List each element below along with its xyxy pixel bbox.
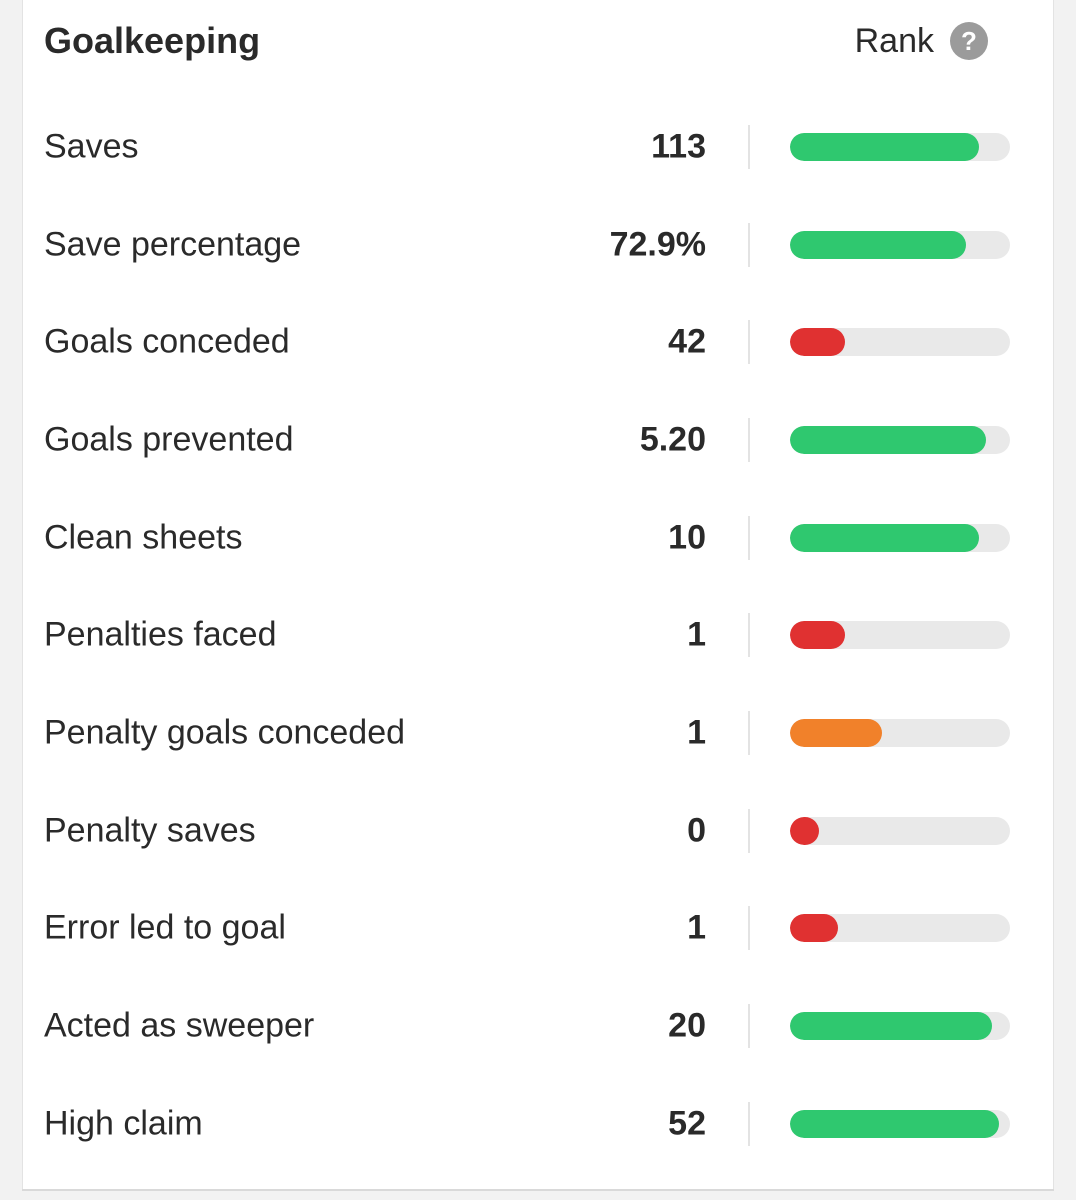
rank-bar-fill — [790, 1109, 999, 1138]
stat-value: 0 — [687, 811, 706, 850]
rank-bar-fill — [790, 914, 839, 943]
stat-row: Goals conceded 42 — [44, 293, 1010, 391]
column-divider — [748, 124, 750, 169]
stat-label: Saves — [44, 127, 139, 166]
stat-value: 42 — [668, 322, 706, 361]
rank-bar-track — [790, 132, 1010, 161]
stat-row: Save percentage 72.9% — [44, 196, 1010, 294]
stat-row: Penalty goals conceded 1 — [44, 684, 1010, 782]
stat-value: 113 — [651, 127, 706, 166]
stat-row: Clean sheets 10 — [44, 489, 1010, 587]
rank-bar-fill — [790, 1012, 993, 1041]
card-bottom-divider — [22, 1189, 1054, 1191]
section-title: Goalkeeping — [44, 20, 261, 61]
stat-label: Clean sheets — [44, 518, 243, 557]
stat-value: 5.20 — [639, 420, 706, 459]
rank-bar-fill — [790, 621, 845, 650]
goalkeeping-card — [22, 0, 1054, 1190]
column-divider — [748, 320, 750, 365]
stats-list: Saves 113 Save percentage 72.9% Goals conced… — [44, 98, 1010, 1173]
rank-bar-fill — [790, 230, 966, 259]
rank-bar-track — [790, 523, 1010, 552]
stat-label: Save percentage — [44, 225, 302, 264]
rank-bar-track — [790, 1012, 1010, 1041]
stat-value: 72.9% — [609, 225, 706, 264]
stat-row: Penalties faced 1 — [44, 586, 1010, 684]
stat-value: 1 — [687, 713, 706, 752]
column-divider — [748, 417, 750, 462]
rank-bar-fill — [790, 816, 819, 845]
rank-bar-fill — [790, 132, 980, 161]
rank-bar-track — [790, 816, 1010, 845]
stat-row: High claim 52 — [44, 1075, 1010, 1173]
column-divider — [748, 1004, 750, 1049]
section-header: Goalkeeping Rank ? — [44, 14, 988, 68]
rank-bar-track — [790, 230, 1010, 259]
column-divider — [748, 515, 750, 560]
rank-bar-track — [790, 1109, 1010, 1138]
stat-label: Goals conceded — [44, 322, 290, 361]
rank-bar-track — [790, 328, 1010, 357]
column-divider — [748, 906, 750, 951]
stat-label: Error led to goal — [44, 908, 286, 947]
stat-row: Penalty saves 0 — [44, 782, 1010, 880]
rank-bar-fill — [790, 523, 980, 552]
rank-label: Rank — [854, 21, 934, 60]
stat-label: High claim — [44, 1104, 203, 1143]
column-divider — [748, 808, 750, 853]
help-icon[interactable]: ? — [950, 22, 988, 60]
stat-row: Saves 113 — [44, 98, 1010, 196]
stat-value: 1 — [687, 615, 706, 654]
column-divider — [748, 1101, 750, 1146]
stat-label: Penalty goals conceded — [44, 713, 406, 752]
stat-label: Penalties faced — [44, 615, 277, 654]
stat-value: 52 — [668, 1104, 706, 1143]
stat-row: Error led to goal 1 — [44, 880, 1010, 978]
stat-row: Goals prevented 5.20 — [44, 391, 1010, 489]
stat-label: Penalty saves — [44, 811, 256, 850]
column-divider — [748, 710, 750, 755]
rank-bar-track — [790, 621, 1010, 650]
rank-bar-track — [790, 718, 1010, 747]
column-divider — [748, 613, 750, 658]
stat-label: Acted as sweeper — [44, 1006, 315, 1045]
stat-label: Goals prevented — [44, 420, 294, 459]
stat-value: 1 — [687, 908, 706, 947]
rank-bar-fill — [790, 425, 986, 454]
rank-bar-track — [790, 425, 1010, 454]
rank-bar-fill — [790, 328, 845, 357]
rank-bar-fill — [790, 718, 883, 747]
stat-row: Acted as sweeper 20 — [44, 977, 1010, 1075]
stat-value: 10 — [668, 518, 706, 557]
column-divider — [748, 222, 750, 267]
rank-header[interactable]: Rank ? — [855, 22, 988, 60]
stat-value: 20 — [668, 1006, 706, 1045]
rank-bar-track — [790, 914, 1010, 943]
